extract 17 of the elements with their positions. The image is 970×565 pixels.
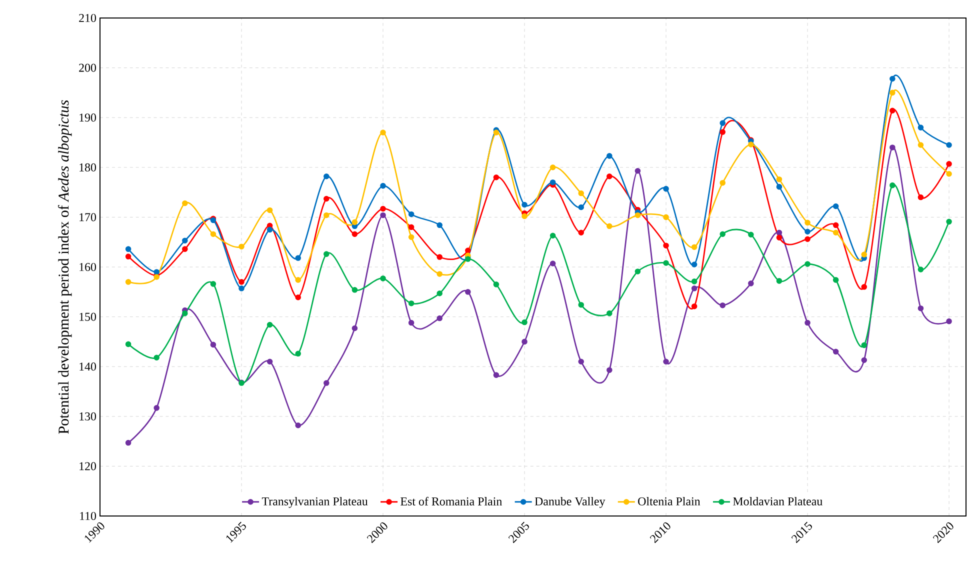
y-tick-label: 170 [80,213,96,222]
y-tick-label: 140 [80,362,96,371]
y-tick-label: 200 [79,64,96,72]
y-tick-label: 110 [80,512,96,520]
y-tick-label: 180 [80,163,96,172]
legend-label: Moldavian Plateau [733,496,822,506]
legend-label: Est of Romania Plain [400,496,502,506]
y-tick-label: 160 [80,262,96,272]
y-tick-label: 190 [80,114,96,122]
y-tick-label: 210 [79,14,96,22]
y-tick-label: 120 [80,462,96,470]
y-tick-label: 150 [80,312,96,321]
legend-label: Transylvanian Plateau [262,496,368,508]
y-tick-label: 130 [80,412,96,420]
legend-label: Danube Valley [534,496,606,508]
legend-label: Oltenia Plain [638,496,700,506]
y-axis-title: Potential development period index of Aedes albopictus [58,100,72,434]
